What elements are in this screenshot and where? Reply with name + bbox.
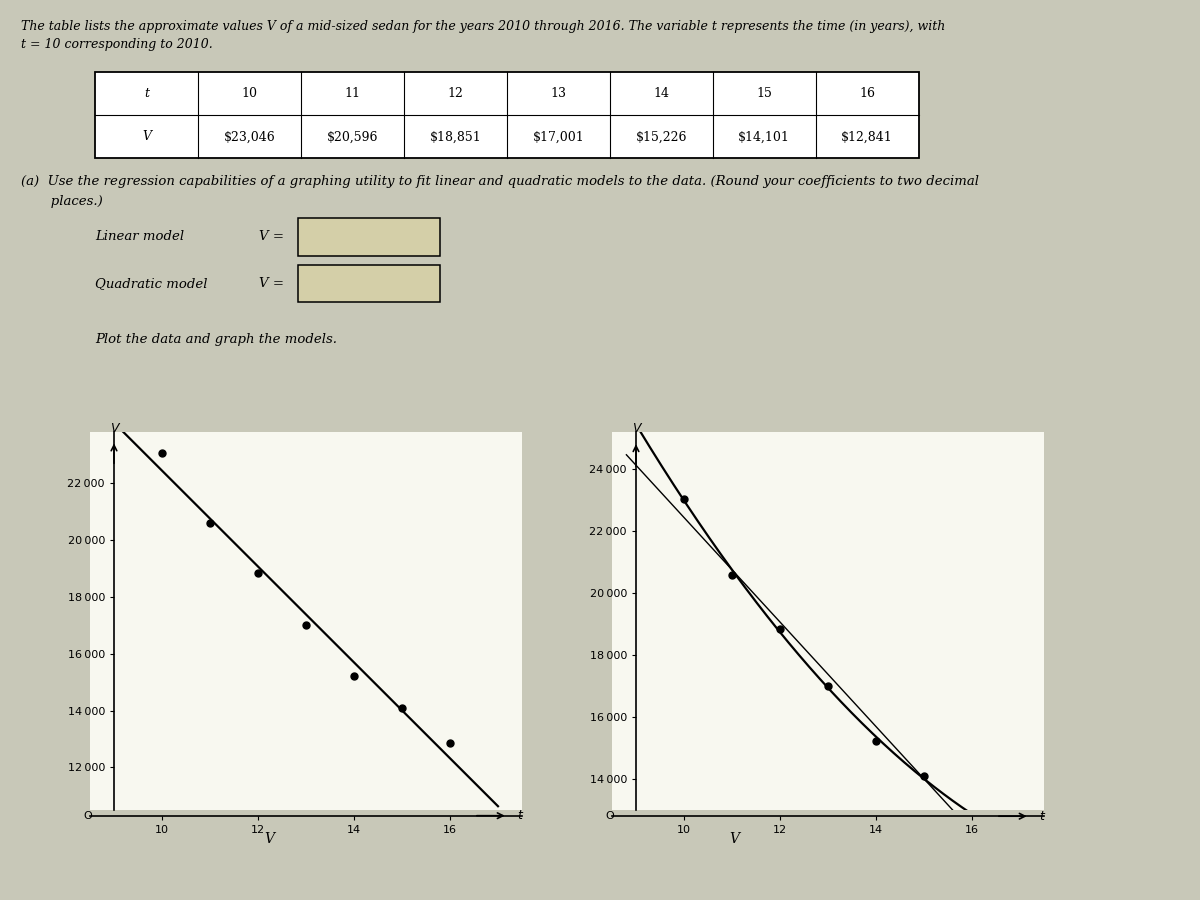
Text: $20,596: $20,596 <box>326 130 378 143</box>
Text: O: O <box>84 811 92 821</box>
Text: V: V <box>264 832 275 846</box>
Text: V: V <box>631 422 641 435</box>
Text: $18,851: $18,851 <box>430 130 481 143</box>
Text: 15: 15 <box>756 87 773 100</box>
Text: 14: 14 <box>653 87 670 100</box>
Bar <box>95 72 919 158</box>
Text: V =: V = <box>259 230 283 243</box>
Text: 12: 12 <box>448 87 463 100</box>
Text: V: V <box>142 130 151 143</box>
Text: 16: 16 <box>859 87 875 100</box>
Text: O: O <box>606 811 614 821</box>
Bar <box>298 218 440 256</box>
Bar <box>298 265 440 302</box>
Text: 11: 11 <box>344 87 360 100</box>
Text: t: t <box>517 809 522 823</box>
Text: t: t <box>144 87 149 100</box>
Text: V: V <box>728 832 739 846</box>
Text: Plot the data and graph the models.: Plot the data and graph the models. <box>95 333 337 346</box>
Text: t: t <box>1039 810 1044 823</box>
Text: Linear model: Linear model <box>95 230 184 243</box>
Text: $15,226: $15,226 <box>636 130 688 143</box>
Text: $12,841: $12,841 <box>841 130 893 143</box>
Text: Quadratic model: Quadratic model <box>95 277 208 290</box>
Text: 13: 13 <box>551 87 566 100</box>
Text: $17,001: $17,001 <box>533 130 584 143</box>
Text: $23,046: $23,046 <box>223 130 275 143</box>
Text: $14,101: $14,101 <box>738 130 791 143</box>
Text: 10: 10 <box>241 87 258 100</box>
Text: V: V <box>109 422 119 435</box>
Text: t = 10 corresponding to 2010.: t = 10 corresponding to 2010. <box>22 38 212 50</box>
Text: The table lists the approximate values V of a mid-sized sedan for the years 2010: The table lists the approximate values V… <box>22 20 946 32</box>
Text: places.): places.) <box>22 195 103 208</box>
Text: (a)  Use the regression capabilities of a graphing utility to fit linear and qua: (a) Use the regression capabilities of a… <box>22 175 979 187</box>
Text: V =: V = <box>259 277 283 290</box>
